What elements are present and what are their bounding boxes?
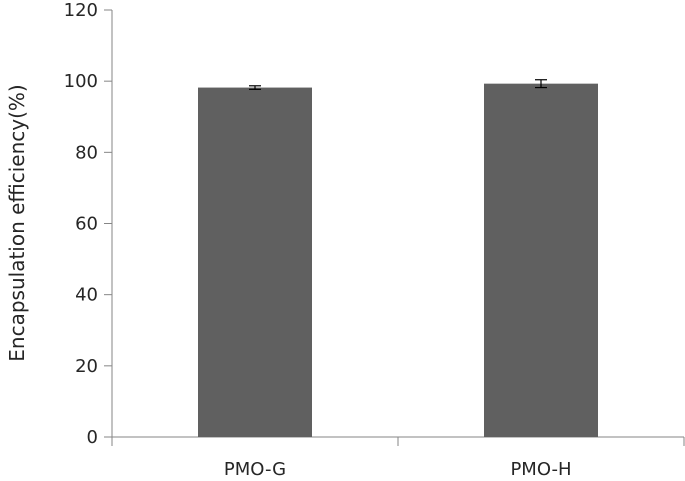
y-tick-label: 100 bbox=[64, 71, 98, 92]
y-tick-label: 40 bbox=[75, 285, 98, 306]
y-axis: 0 20 40 60 80 100 120 bbox=[64, 0, 113, 448]
x-category-label: PMO-H bbox=[510, 459, 571, 480]
bar-pmo-g bbox=[198, 87, 312, 438]
y-tick-label: 60 bbox=[75, 214, 98, 235]
bars bbox=[198, 79, 598, 438]
y-tick-label: 0 bbox=[87, 427, 98, 448]
x-category-label: PMO-G bbox=[224, 459, 286, 480]
bar-pmo-h bbox=[484, 83, 598, 437]
y-tick-label: 120 bbox=[64, 0, 98, 21]
y-axis-title: Encapsulation efficiency(%) bbox=[5, 84, 29, 361]
x-axis: PMO-G PMO-H bbox=[104, 436, 685, 480]
y-tick-label: 20 bbox=[75, 356, 98, 377]
y-tick-label: 80 bbox=[75, 142, 98, 163]
